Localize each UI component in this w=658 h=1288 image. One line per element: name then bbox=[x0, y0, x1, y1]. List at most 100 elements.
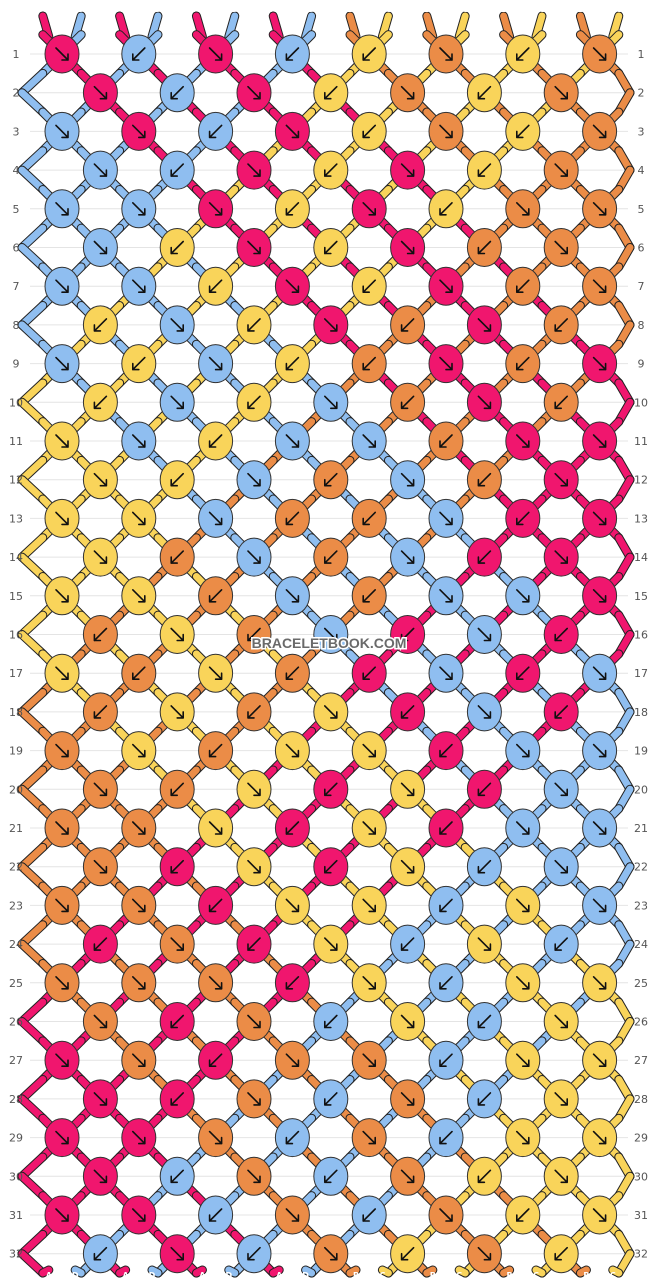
knot bbox=[505, 266, 541, 306]
arrow-down-left-icon bbox=[170, 85, 184, 100]
row-number: 7 bbox=[638, 280, 645, 293]
bottom-thread-label: A bbox=[276, 1271, 283, 1280]
arrow-down-left-icon bbox=[208, 898, 223, 913]
knot bbox=[390, 73, 426, 113]
knot bbox=[428, 885, 464, 925]
knot bbox=[313, 537, 349, 577]
arrow-down-right-icon bbox=[400, 1014, 415, 1029]
strand bbox=[18, 998, 47, 1025]
knot bbox=[274, 963, 310, 1003]
arrow-down-right-icon bbox=[285, 589, 300, 603]
arrow-down-right-icon bbox=[247, 240, 261, 255]
knot bbox=[313, 305, 349, 345]
strand bbox=[18, 224, 47, 251]
arrow-down-right-icon bbox=[439, 356, 453, 371]
row-number: 29 bbox=[634, 1132, 648, 1145]
arrow-down-right-icon bbox=[477, 937, 492, 951]
knot bbox=[121, 34, 157, 74]
arrow-down-right-icon bbox=[516, 898, 530, 913]
bottom-thread-label: D bbox=[149, 1271, 156, 1280]
arrow-down-left-icon bbox=[132, 47, 146, 61]
knot bbox=[543, 150, 579, 190]
knot bbox=[44, 266, 80, 306]
top-thread-label: C bbox=[539, 5, 545, 14]
knot bbox=[390, 305, 426, 345]
arrow-down-right-icon bbox=[247, 1092, 261, 1106]
knot bbox=[313, 460, 349, 500]
knot bbox=[236, 1002, 272, 1041]
arrow-down-left-icon bbox=[324, 240, 338, 255]
row-number: 4 bbox=[638, 164, 645, 177]
knot bbox=[351, 189, 387, 229]
row-number: 27 bbox=[634, 1054, 648, 1067]
row-number: 19 bbox=[634, 745, 648, 758]
row-number: 18 bbox=[634, 706, 648, 719]
arrow-down-right-icon bbox=[93, 240, 108, 255]
row-number: 5 bbox=[13, 203, 20, 216]
knot bbox=[428, 266, 464, 306]
arrow-down-left-icon bbox=[170, 859, 184, 874]
arrow-down-right-icon bbox=[400, 859, 415, 874]
strand bbox=[71, 12, 85, 41]
knot bbox=[428, 963, 464, 1003]
arrow-down-right-icon bbox=[324, 705, 338, 719]
knot bbox=[582, 1118, 618, 1158]
knot bbox=[582, 34, 618, 74]
knot bbox=[121, 885, 157, 925]
knot bbox=[44, 498, 80, 538]
arrow-down-left-icon bbox=[132, 666, 146, 680]
arrow-down-right-icon bbox=[516, 743, 530, 758]
knot bbox=[236, 305, 272, 345]
knot bbox=[466, 769, 502, 809]
arrow-down-right-icon bbox=[477, 395, 492, 410]
top-thread-label: B bbox=[577, 5, 583, 14]
arrow-down-left-icon bbox=[208, 589, 223, 603]
arrow-down-right-icon bbox=[592, 124, 607, 139]
strand bbox=[18, 1172, 47, 1200]
knot bbox=[198, 34, 234, 74]
top-thread-label: A bbox=[116, 5, 123, 14]
arrow-down-right-icon bbox=[439, 511, 453, 526]
arrow-down-right-icon bbox=[93, 1092, 108, 1106]
bottom-thread-label: D bbox=[225, 1271, 232, 1280]
knot bbox=[313, 1156, 349, 1196]
knot bbox=[351, 344, 387, 384]
strand bbox=[423, 1266, 437, 1277]
arrow-down-right-icon bbox=[132, 743, 146, 758]
arrow-down-right-icon bbox=[93, 550, 108, 564]
knot bbox=[159, 1156, 195, 1196]
row-numbers-right: 1234567891011121314151617181920212223242… bbox=[634, 48, 648, 1261]
knot bbox=[390, 228, 426, 267]
strand bbox=[609, 12, 623, 41]
row-number: 11 bbox=[634, 435, 648, 448]
knot bbox=[466, 615, 502, 654]
arrow-down-right-icon bbox=[324, 1246, 338, 1261]
knot bbox=[198, 1040, 234, 1080]
row-number: 31 bbox=[634, 1209, 648, 1222]
knot bbox=[505, 34, 541, 74]
top-thread-label: C bbox=[462, 5, 468, 14]
arrow-down-right-icon bbox=[55, 666, 69, 680]
row-number: 29 bbox=[9, 1132, 23, 1145]
arrow-down-right-icon bbox=[362, 202, 376, 216]
arrow-down-left-icon bbox=[247, 937, 261, 951]
arrow-down-left-icon bbox=[170, 163, 184, 177]
arrow-down-right-icon bbox=[554, 782, 568, 797]
strand bbox=[18, 1250, 47, 1277]
arrow-down-right-icon bbox=[477, 1246, 492, 1261]
arrow-down-left-icon bbox=[93, 937, 108, 951]
arrow-down-right-icon bbox=[592, 434, 607, 448]
arrow-down-left-icon bbox=[324, 163, 338, 177]
arrow-down-right-icon bbox=[208, 666, 223, 680]
knot bbox=[44, 34, 80, 74]
arrow-down-right-icon bbox=[592, 356, 607, 371]
bottom-thread-label: A bbox=[122, 1271, 129, 1280]
row-number: 6 bbox=[13, 242, 20, 255]
knot bbox=[121, 653, 157, 693]
bottom-thread-label: B bbox=[353, 1271, 359, 1280]
row-number: 13 bbox=[634, 512, 648, 525]
arrow-down-left-icon bbox=[362, 47, 376, 61]
knot bbox=[505, 1195, 541, 1235]
knot bbox=[582, 653, 618, 693]
row-number: 9 bbox=[13, 358, 20, 371]
